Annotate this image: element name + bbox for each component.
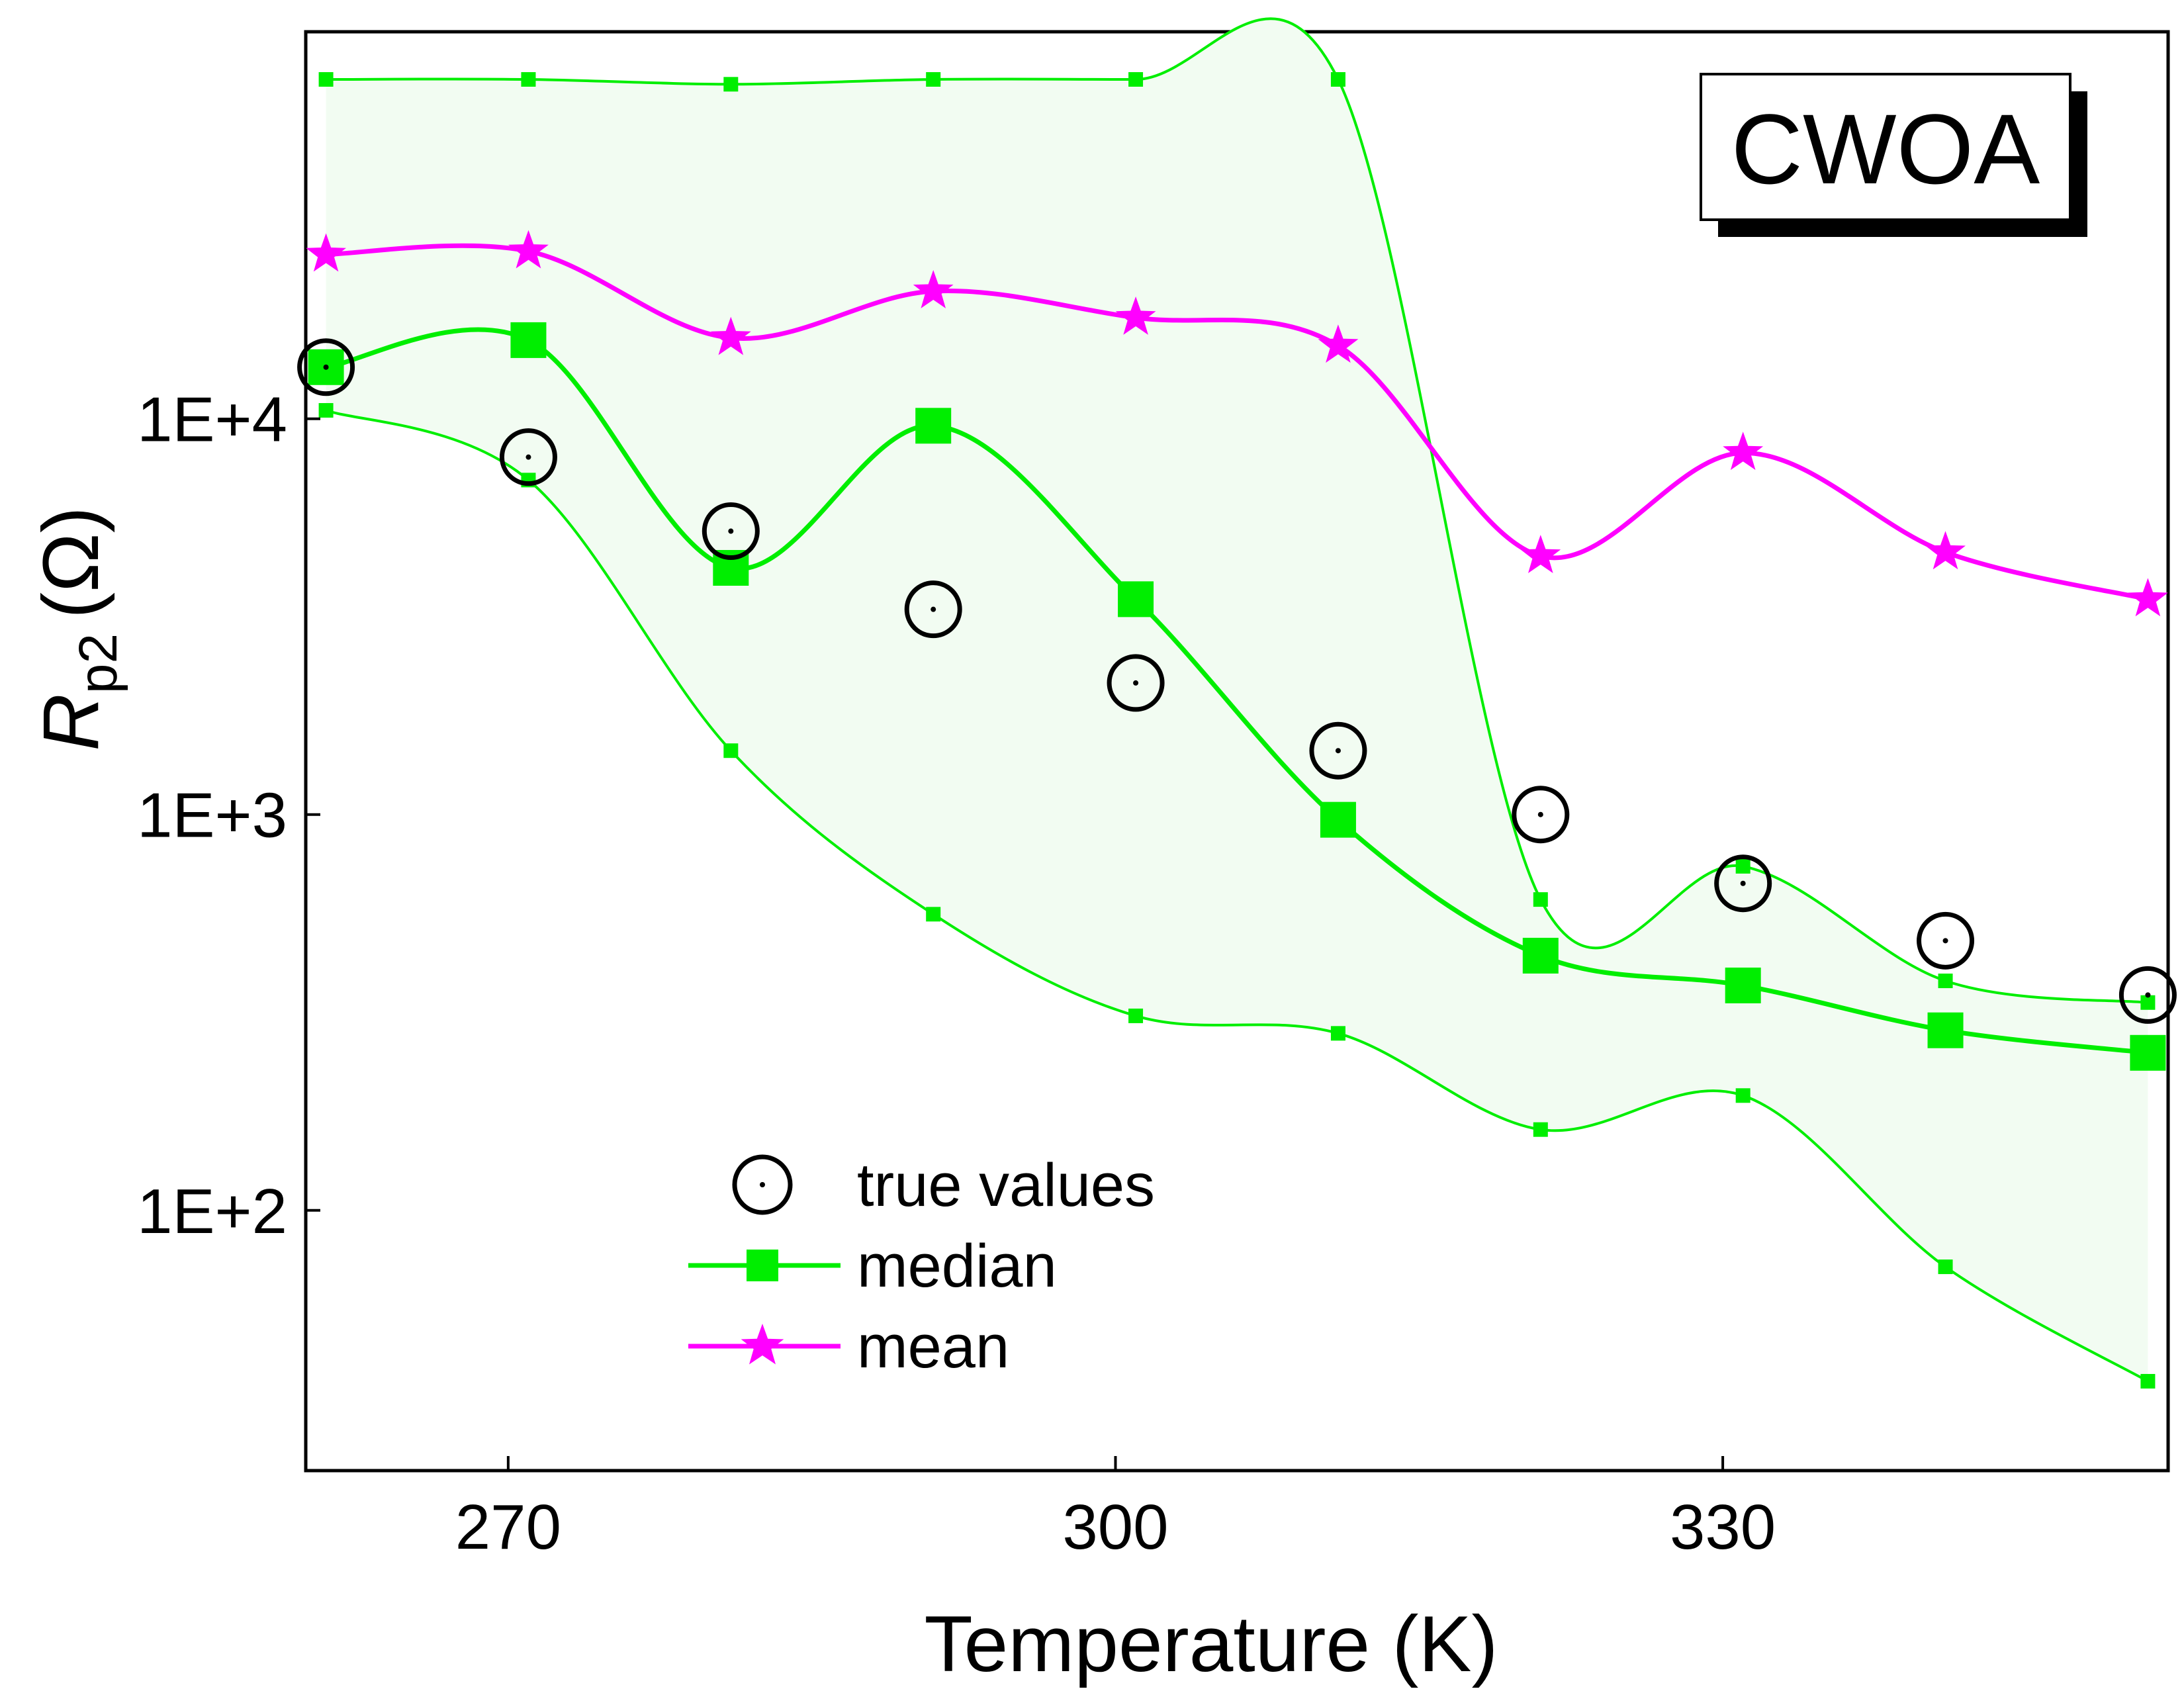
band-lower-point	[1735, 1088, 1751, 1103]
true-value-point	[1107, 654, 1165, 712]
legend-median-label: median	[857, 1232, 1057, 1300]
y-axis-title-unit: (Ω)	[26, 506, 115, 619]
true-value-point	[702, 502, 760, 561]
true-value-point	[297, 338, 355, 396]
y-axis-title-main: R	[26, 694, 115, 751]
true-value-point	[1512, 786, 1570, 844]
band-upper-point	[926, 71, 941, 87]
legend-item-mean: mean	[688, 1313, 1009, 1381]
band-upper-markers	[318, 71, 2156, 1010]
true-value-point-center	[931, 606, 936, 612]
true-value-point-center	[323, 364, 329, 370]
mean-line	[326, 243, 2149, 602]
band-lower-point	[1330, 1026, 1345, 1041]
band-lower-line	[325, 409, 2149, 1383]
median-point	[1320, 801, 1356, 838]
band-upper-point	[1533, 892, 1548, 907]
band-lower-point	[2140, 1373, 2156, 1389]
mean-point	[913, 270, 954, 308]
mean-point	[1115, 297, 1156, 335]
mean-point	[508, 230, 549, 269]
band-upper-point	[318, 71, 334, 87]
true-value-point-center	[1942, 938, 1948, 944]
x-axis-title: Temperature (K)	[925, 1600, 1498, 1688]
true-value-point	[1917, 911, 1975, 970]
legend: true values median mean	[688, 1152, 1155, 1381]
median-point	[1725, 967, 1761, 1003]
band-lower-point	[723, 743, 739, 758]
band-upper-point	[2140, 995, 2156, 1010]
median-point	[510, 322, 547, 358]
band-upper-point	[723, 77, 739, 92]
mean-markers	[306, 230, 2168, 617]
method-badge-text: CWOA	[1731, 93, 2040, 205]
mean-point	[710, 316, 751, 355]
band-lower-point	[1128, 1008, 1144, 1023]
method-badge: CWOA	[1700, 73, 2087, 237]
y-tick-label: 1E+3	[137, 780, 287, 851]
y-axis-ticks: 1E+2 1E+3 1E+4	[137, 385, 320, 1247]
band-upper-point	[1938, 974, 1953, 989]
legend-true-marker	[732, 1154, 793, 1215]
legend-item-median: median	[688, 1232, 1057, 1300]
mean-point	[1723, 432, 1764, 471]
band-upper-point	[1735, 858, 1751, 874]
y-tick-label: 1E+4	[137, 385, 287, 455]
method-badge-box	[1700, 73, 2071, 221]
mean-point	[1520, 535, 1561, 573]
mean-point	[2128, 578, 2168, 617]
true-value-point	[904, 580, 962, 639]
x-axis-ticks: 270 300 330	[455, 1456, 1776, 1563]
svg-text:Rp2(Ω): Rp2 (Ω)	[26, 506, 128, 751]
legend-item-true-values: true values	[732, 1152, 1155, 1219]
legend-mean-label: mean	[857, 1313, 1009, 1381]
legend-median-marker	[747, 1250, 778, 1281]
band-lower-point	[1533, 1122, 1548, 1137]
legend-true-label: true values	[857, 1152, 1155, 1219]
band-upper-point	[1128, 71, 1144, 87]
band-lower-point	[318, 403, 334, 418]
median-point	[915, 408, 952, 444]
mean-point	[1318, 324, 1359, 363]
true-value-point	[499, 428, 557, 486]
legend-true-marker-dot	[760, 1182, 765, 1187]
true-value-point	[1309, 721, 1367, 780]
y-tick-label: 1E+2	[137, 1176, 287, 1247]
median-markers	[308, 322, 2166, 1071]
median-point	[1522, 937, 1559, 974]
legend-mean-marker	[741, 1324, 784, 1365]
y-axis-title-sub: p2	[68, 633, 128, 694]
band-fill	[326, 19, 2148, 1382]
true-value-point-center	[1133, 680, 1139, 686]
x-tick-label: 300	[1062, 1492, 1168, 1563]
true-value-point-center	[1537, 811, 1543, 817]
x-tick-label: 330	[1670, 1492, 1776, 1563]
true-value-point	[2118, 966, 2177, 1024]
mean-point	[1925, 531, 1966, 570]
band-lower-markers	[318, 403, 2156, 1389]
mean-point	[306, 233, 346, 272]
band-lower-point	[1938, 1259, 1953, 1275]
true-value-point	[1714, 854, 1772, 913]
y-axis-title: Rp2 (Ω)	[26, 506, 128, 751]
band-lower-point	[926, 907, 941, 922]
median-line	[326, 327, 2148, 1056]
median-point	[1927, 1012, 1964, 1048]
true-value-point-center	[525, 454, 531, 460]
true-value-point-center	[1335, 748, 1341, 754]
median-point	[1118, 581, 1154, 617]
true-value-point-center	[1740, 880, 1746, 886]
median-point	[2130, 1034, 2166, 1071]
x-tick-label: 270	[455, 1492, 561, 1563]
band-upper-point	[1330, 71, 1345, 87]
true-value-markers	[297, 338, 2177, 1024]
true-value-point-center	[728, 528, 734, 534]
true-value-point-center	[2145, 992, 2151, 998]
band-upper-point	[521, 71, 536, 87]
